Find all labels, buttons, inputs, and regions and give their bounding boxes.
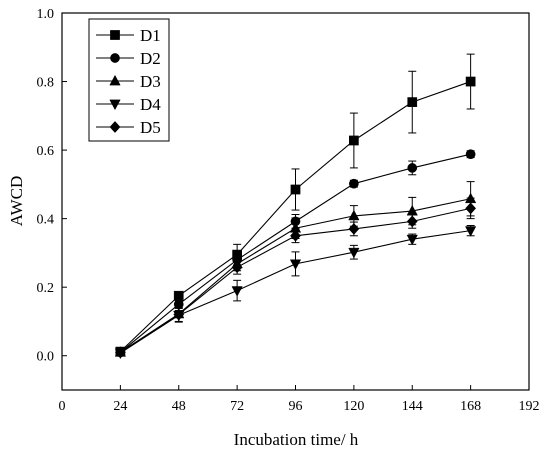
y-axis: 0.0 0.2 0.4 0.6 0.8 1.0 [37, 7, 67, 365]
y-tick-label: 1.0 [37, 7, 55, 22]
data-point [465, 202, 477, 215]
x-axis-title: Incubation time/ h [234, 430, 359, 449]
legend-entry-d4: D4 [96, 95, 161, 114]
y-tick-label: 0.0 [37, 350, 55, 365]
legend-marker [109, 121, 121, 133]
data-point [407, 97, 418, 107]
x-axis: 0 24 48 72 96 120 144 168 192 [59, 385, 540, 414]
legend-entry-d5: D5 [96, 118, 161, 137]
x-tick-label: 72 [230, 399, 244, 414]
data-point [349, 135, 359, 146]
x-tick-label: 168 [460, 399, 481, 414]
data-point [348, 247, 360, 259]
x-tick-label: 0 [59, 399, 66, 414]
legend-label: D3 [140, 72, 161, 91]
data-point [406, 215, 418, 228]
legend-label: D2 [140, 49, 161, 68]
data-point [289, 259, 302, 271]
x-tick-label: 24 [113, 399, 127, 414]
data-point [406, 234, 418, 246]
x-tick-label: 96 [289, 399, 303, 414]
series-d5 [114, 197, 477, 359]
data-point [465, 76, 476, 87]
legend: D1 D2 D3 D4 D5 [88, 18, 170, 142]
legend-label: D5 [140, 118, 161, 137]
legend-label: D1 [140, 26, 161, 45]
x-tick-label: 144 [402, 399, 423, 414]
data-point [290, 229, 301, 242]
series-d1 [115, 53, 476, 357]
y-axis-title: AWCD [7, 176, 26, 227]
x-tick-label: 192 [519, 399, 540, 414]
x-tick-label: 48 [172, 399, 186, 414]
legend-box [88, 18, 170, 142]
legend-entry-d3: D3 [96, 72, 161, 91]
data-point [349, 178, 359, 189]
data-point [231, 286, 243, 297]
legend-label: D4 [140, 95, 161, 114]
data-point [173, 308, 185, 321]
y-tick-label: 0.2 [37, 281, 55, 296]
data-point [348, 222, 360, 235]
y-tick-label: 0.4 [37, 213, 55, 228]
data-point [114, 346, 126, 359]
y-tick-label: 0.8 [37, 76, 55, 91]
series-d4 [114, 224, 477, 360]
legend-marker [109, 99, 121, 111]
legend-marker [110, 53, 120, 63]
series-line [120, 230, 471, 354]
data-point [231, 261, 243, 274]
legend-marker [110, 30, 120, 40]
data-point [465, 226, 477, 237]
y-tick-label: 0.6 [37, 144, 55, 159]
x-tick-label: 120 [343, 399, 364, 414]
data-point [173, 290, 184, 301]
data-point [290, 184, 301, 195]
data-point [348, 209, 360, 221]
data-point [465, 149, 476, 160]
legend-marker [109, 74, 121, 86]
series-layer [114, 53, 477, 360]
legend-entry-d2: D2 [96, 49, 161, 68]
data-point [407, 163, 418, 173]
legend-entry-d1: D1 [96, 26, 161, 45]
